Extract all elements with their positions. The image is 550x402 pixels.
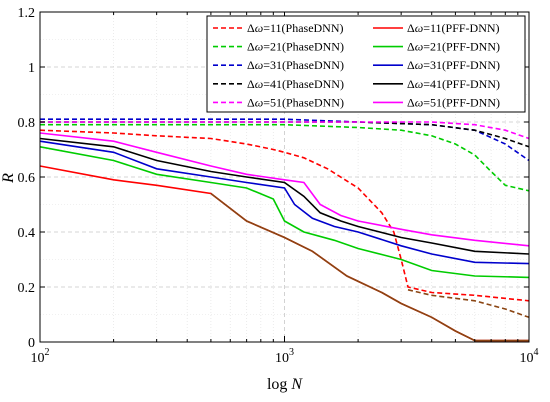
series-line-phasednn-51 [40,121,530,140]
x-axis-title: log N [267,376,303,393]
series-lines [39,118,530,342]
legend-entry-pff-dnn-21: Δω=21(PFF-DNN) [407,40,500,54]
y-tick-label: 0.4 [18,226,36,241]
x-axis-variable: N [290,376,303,393]
legend-entry-pff-dnn-11: Δω=11(PFF-DNN) [407,21,500,35]
legend-entry-pff-dnn-41: Δω=41(PFF-DNN) [407,77,500,91]
series-line-pff-dnn-41 [39,137,530,255]
y-tick-label: 0.6 [18,171,36,186]
legend-entry-phasednn-11: Δω=11(PhaseDNN) [247,21,344,35]
x-axis-prefix: log [267,376,287,393]
axis-ticks: 0 0.2 0.4 0.6 0.8 1 1.2 102 103 104 [18,6,539,366]
legend-entry-phasednn-21: Δω=21(PhaseDNN) [247,40,344,54]
y-tick-label: 1 [28,61,35,76]
x-tick-label: 103 [275,347,294,366]
overlay-line-0 [210,192,529,342]
series-line-phasednn-41 [40,121,530,148]
legend-box [206,15,526,113]
legend-entry-pff-dnn-31: Δω=31(PFF-DNN) [407,58,500,72]
legend-entry-phasednn-41: Δω=41(PhaseDNN) [247,77,344,91]
y-axis-title: R [0,173,17,184]
overlay-line-1 [407,289,530,319]
legend-entry-pff-dnn-51: Δω=51(PFF-DNN) [407,95,500,109]
series-line-phasednn-21 [40,123,530,192]
series-line-pff-dnn-31 [39,140,530,265]
series-line-phasednn-11 [39,129,530,302]
y-tick-label: 1.2 [18,6,36,21]
y-tick-label: 0.8 [18,116,36,131]
series-line-pff-dnn-21 [39,146,530,279]
legend: Δω=11(PhaseDNN) Δω=21(PhaseDNN) Δω=31(Phas… [206,15,526,113]
legend-entry-phasednn-31: Δω=31(PhaseDNN) [247,58,344,72]
y-tick-label: 0 [28,336,35,351]
x-tick-label: 102 [31,347,50,366]
x-tick-label: 104 [520,347,539,366]
series-line-pff-dnn-51 [39,132,530,247]
y-tick-label: 0.2 [18,281,36,296]
legend-entry-phasednn-51: Δω=51(PhaseDNN) [247,95,344,109]
